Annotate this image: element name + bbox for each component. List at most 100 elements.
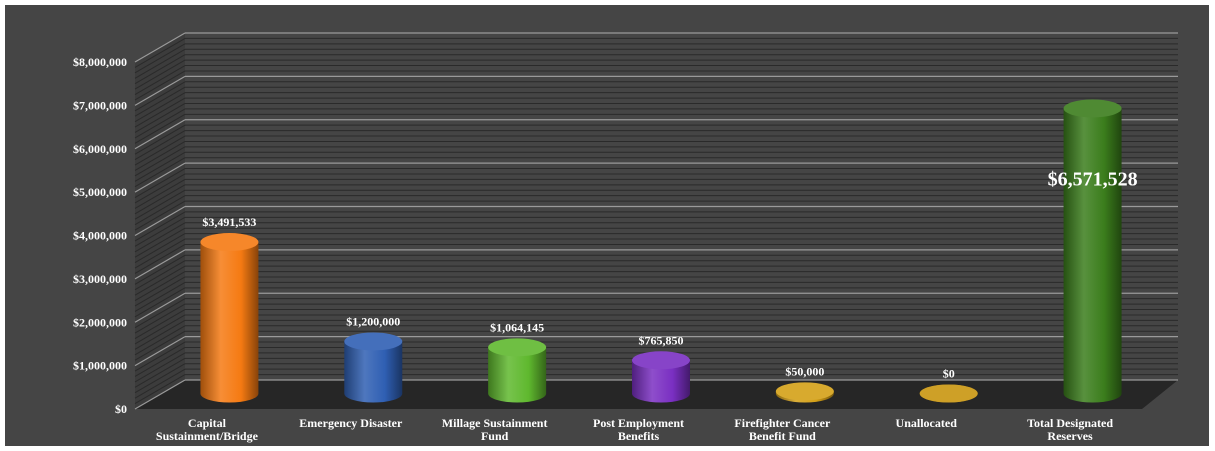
data-label: $6,571,528 — [1048, 168, 1138, 190]
side-gridline-minor — [134, 254, 186, 285]
side-gridline-minor — [134, 374, 186, 405]
side-gridline-minor — [134, 276, 186, 307]
bar-top — [344, 332, 403, 351]
side-gridline-minor — [134, 135, 186, 166]
side-gridline-minor — [134, 184, 186, 215]
bar — [488, 338, 547, 403]
x-tick-label: Millage Sustainment — [442, 416, 548, 430]
bar-top — [200, 233, 259, 252]
side-gridline-major — [134, 205, 186, 237]
data-labels: $3,491,533 $1,200,000 $1,064,145 $765,850 $5… — [202, 168, 1137, 380]
side-gridline-minor — [134, 81, 186, 112]
y-tick-label: $1,000,000 — [73, 359, 127, 373]
side-gridline-minor — [134, 314, 186, 345]
x-tick-label: Emergency Disaster — [299, 416, 403, 430]
bar-body — [344, 341, 403, 403]
side-gridline-minor — [134, 178, 186, 209]
side-gridline-minor — [134, 195, 186, 226]
y-tick-label: $6,000,000 — [73, 142, 127, 156]
side-gridline-minor — [134, 309, 186, 339]
bar-chart: $0 $1,000,000 $2,000,000 $3,000,000 $4,000,0… — [73, 32, 1178, 443]
side-gridline-minor — [134, 244, 186, 274]
data-label: $1,064,145 — [490, 320, 544, 334]
side-gridline-minor — [134, 92, 186, 123]
side-gridline-minor — [134, 298, 186, 329]
side-gridline-minor — [134, 287, 186, 318]
data-label: $50,000 — [785, 364, 824, 378]
bar-body — [200, 242, 259, 403]
bar — [775, 382, 834, 403]
x-tick-label: Reserves — [1047, 429, 1093, 443]
side-gridline-minor — [134, 233, 186, 264]
side-gridline-minor — [134, 141, 186, 171]
side-gridline-minor — [134, 341, 186, 372]
bar-top — [488, 338, 547, 357]
side-gridline-minor — [134, 59, 186, 90]
side-gridline-minor — [134, 363, 186, 394]
data-label: $3,491,533 — [202, 215, 256, 229]
side-gridline-minor — [134, 124, 186, 155]
side-gridline-minor — [134, 330, 186, 361]
side-gridline-major — [134, 75, 186, 106]
bar — [200, 233, 259, 403]
side-gridline-minor — [134, 48, 186, 79]
side-gridline-major — [134, 336, 186, 367]
chart-area: $0 $1,000,000 $2,000,000 $3,000,000 $4,000,0… — [5, 5, 1209, 446]
x-tick-label: Sustainment/Bridge — [156, 429, 259, 443]
y-axis: $0 $1,000,000 $2,000,000 $3,000,000 $4,000,0… — [73, 55, 127, 416]
x-tick-label: Firefighter Cancer — [734, 416, 831, 430]
bar-body — [488, 347, 547, 403]
side-gridline-minor — [134, 146, 186, 177]
bar — [919, 384, 978, 403]
y-tick-label: $5,000,000 — [73, 185, 127, 199]
x-tick-label: Benefit Fund — [749, 429, 816, 443]
side-gridline-minor — [134, 357, 186, 388]
y-tick-label: $3,000,000 — [73, 272, 127, 286]
side-gridline-minor — [134, 303, 186, 334]
side-gridline-major — [134, 32, 186, 63]
side-gridline-minor — [134, 103, 186, 133]
x-tick-label: Unallocated — [896, 416, 958, 430]
side-gridline-minor — [134, 368, 186, 399]
side-gridline-major — [134, 379, 186, 410]
side-gridline-minor — [134, 86, 186, 117]
side-gridline-minor — [134, 227, 186, 258]
bar-body — [632, 360, 690, 403]
y-tick-label: $8,000,000 — [73, 55, 127, 69]
side-gridline-minor — [134, 211, 186, 242]
bar — [632, 351, 690, 403]
bar — [1063, 99, 1122, 403]
side-gridline-major — [134, 162, 186, 193]
x-tick-label: Benefits — [618, 429, 660, 443]
side-gridline-minor — [134, 347, 186, 377]
side-gridline-minor — [134, 54, 186, 85]
bars — [200, 99, 1122, 403]
side-gridline-minor — [134, 130, 186, 161]
x-tick-label: Post Employment — [593, 416, 684, 430]
side-gridline-minor — [134, 43, 186, 74]
side-gridline-major — [134, 249, 186, 280]
side-gridline-major — [134, 119, 186, 150]
side-gridline-minor — [134, 108, 186, 139]
side-gridline-minor — [134, 168, 186, 198]
y-tick-label: $0 — [115, 402, 127, 416]
side-gridline-minor — [134, 222, 186, 253]
side-gridline-minor — [134, 216, 186, 247]
side-gridline-minor — [134, 97, 186, 128]
bar-top — [632, 351, 690, 370]
side-gridline-minor — [134, 265, 186, 296]
x-tick-label: Capital — [188, 416, 227, 430]
bar-body — [1063, 108, 1122, 403]
y-tick-label: $2,000,000 — [73, 315, 127, 329]
side-gridline-minor — [134, 37, 186, 68]
data-label: $1,200,000 — [346, 314, 400, 328]
side-gridline-minor — [134, 281, 186, 312]
side-gridline-major — [134, 292, 186, 323]
bar-top — [1063, 99, 1122, 118]
side-gridline-minor — [134, 260, 186, 291]
bar — [344, 332, 403, 403]
side-gridline-minor — [134, 173, 186, 204]
side-gridline-minor — [134, 189, 186, 220]
data-label: $765,850 — [639, 333, 684, 347]
side-gridline-minor — [134, 238, 186, 269]
